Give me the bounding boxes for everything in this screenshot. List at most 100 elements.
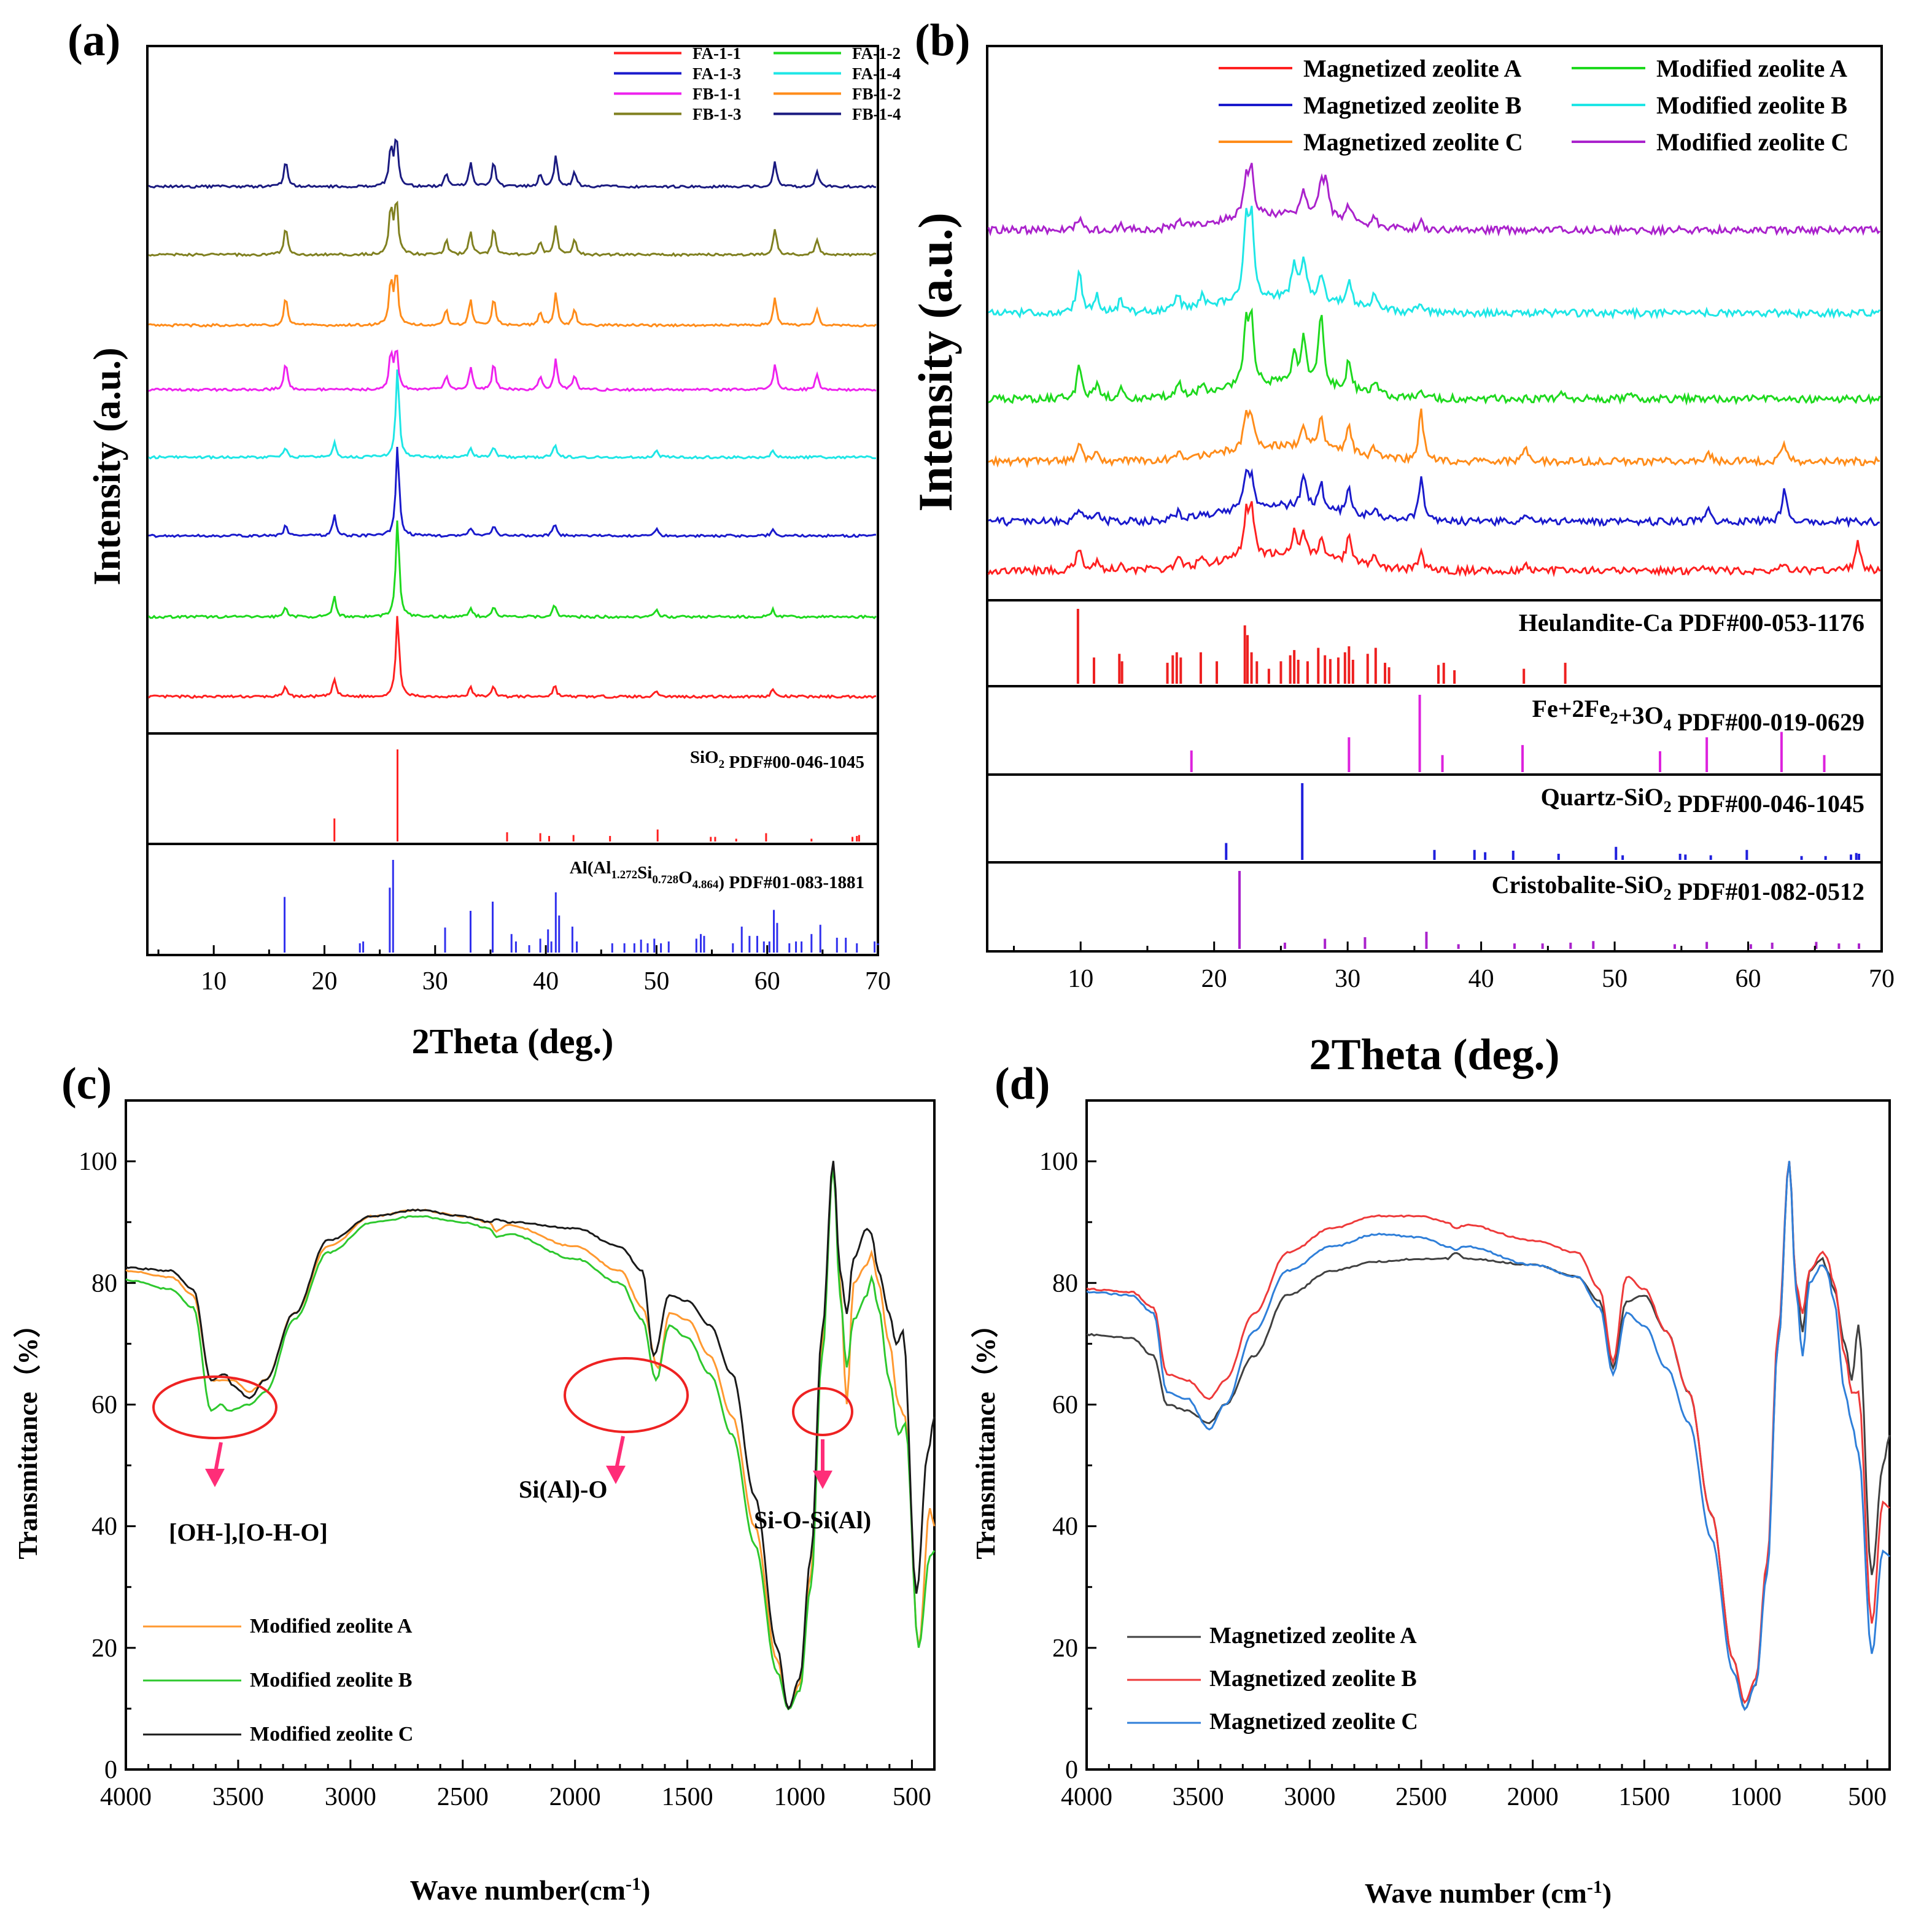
series-line-modified-zeolite-a <box>125 1167 936 1710</box>
legend-label: Magnetized zeolite B <box>1303 91 1521 119</box>
x-tick-label: 60 <box>1736 965 1761 993</box>
y-tick-label: 40 <box>1052 1513 1078 1541</box>
y-tick-label: 100 <box>79 1148 117 1176</box>
legend-label: Modified zeolite A <box>250 1615 413 1638</box>
annotation-arrowhead <box>205 1469 225 1487</box>
series-line-magnetized-zeolite-b <box>1086 1161 1890 1704</box>
series-line-modified-zeolite-c <box>987 163 1881 237</box>
series-line-fa-1-2 <box>147 520 877 619</box>
y-axis-title: Intensity (a.u.) <box>87 347 128 586</box>
legend-label: FA-1-3 <box>692 64 741 83</box>
series-line-fb-1-2 <box>148 274 877 328</box>
reference-frame <box>146 843 879 956</box>
x-tick-label: 1000 <box>774 1783 826 1811</box>
legend-label: FA-1-4 <box>852 64 901 83</box>
highlight-ellipse <box>564 1357 689 1433</box>
x-tick-label: 40 <box>1468 965 1494 993</box>
x-tick-label: 60 <box>755 967 780 996</box>
series-line-fb-1-3 <box>148 200 877 258</box>
highlight-ellipse <box>152 1375 277 1439</box>
series-line-modified-zeolite-b <box>125 1167 936 1711</box>
x-tick-label: 500 <box>1848 1783 1887 1811</box>
legend-label: Modified zeolite C <box>250 1723 413 1746</box>
reference-frame <box>146 732 879 845</box>
panel-label: (c) <box>61 1059 112 1109</box>
reference-label: Cristobalite-SiO2 PDF#01-082-0512 <box>1492 871 1864 905</box>
series-line-fa-1-4 <box>148 369 876 460</box>
series-line-magnetized-zeolite-a <box>1086 1161 1891 1711</box>
legend-label: Modified zeolite A <box>1656 55 1847 82</box>
legend-label: FB-1-4 <box>852 105 901 123</box>
y-tick-label: 80 <box>91 1269 117 1298</box>
legend-label: FA-1-2 <box>852 44 901 63</box>
y-tick-label: 0 <box>1065 1756 1078 1784</box>
legend-label: FB-1-2 <box>852 85 901 103</box>
series-line-fa-1-3 <box>148 447 877 538</box>
annotation-label: Si-O-Si(Al) <box>754 1506 871 1534</box>
x-tick-label: 3500 <box>212 1783 264 1811</box>
y-tick-label: 60 <box>1052 1391 1078 1419</box>
annotation-label: Si(Al)-O <box>519 1475 607 1503</box>
reference-frame <box>986 773 1883 864</box>
x-tick-label: 4000 <box>100 1783 152 1811</box>
series-line-magnetized-zeolite-c <box>1086 1161 1891 1711</box>
x-tick-label: 4000 <box>1061 1783 1112 1811</box>
panel-0: FA-1-1 FA-1-2 FA-1-3 FA-1-4 FB-1-1 FB-1-2 FB-1… <box>68 15 901 1061</box>
x-tick-label: 70 <box>1869 965 1895 993</box>
x-tick-label: 2000 <box>549 1783 601 1811</box>
panel-label: (a) <box>68 15 120 66</box>
x-tick-label: 1500 <box>1618 1783 1670 1811</box>
x-tick-label: 50 <box>643 967 669 996</box>
x-axis-title: 2Theta (deg.) <box>412 1021 614 1061</box>
x-tick-label: 40 <box>533 967 559 996</box>
annotation-label: [OH-],[O-H-O] <box>169 1518 328 1546</box>
x-tick-label: 1500 <box>662 1783 713 1811</box>
x-tick-label: 10 <box>1068 965 1093 993</box>
x-tick-label: 3500 <box>1173 1783 1224 1811</box>
x-tick-label: 2500 <box>1395 1783 1447 1811</box>
y-tick-label: 60 <box>91 1391 117 1419</box>
series-line-modified-zeolite-c <box>125 1161 936 1711</box>
x-tick-label: 50 <box>1602 965 1627 993</box>
y-axis-title: Transmittance（%） <box>971 1311 1001 1560</box>
legend-label: Magnetized zeolite B <box>1209 1666 1417 1692</box>
series-line-magnetized-zeolite-a <box>987 501 1881 578</box>
legend-label: Modified zeolite B <box>250 1669 412 1692</box>
legend-label: Modified zeolite B <box>1656 91 1847 119</box>
legend-label: FB-1-3 <box>692 105 741 123</box>
legend-label: Modified zeolite C <box>1656 128 1849 156</box>
reference-label: Heulandite-Ca PDF#00-053-1176 <box>1519 609 1864 636</box>
panel-2: 4000 3500 3000 2500 2000 1500 1000 500 0 20 40 60 80… <box>13 1059 936 1906</box>
reference-label: SiO2 PDF#00-046-1045 <box>690 748 864 772</box>
series-line-fa-1-1 <box>147 616 877 700</box>
y-tick-label: 100 <box>1039 1148 1078 1176</box>
panel-3: 4000 3500 3000 2500 2000 1500 1000 500 0 20 40 60 80… <box>971 1059 1891 1909</box>
legend-label: FA-1-1 <box>692 44 741 63</box>
x-axis-title: 2Theta (deg.) <box>1309 1030 1560 1079</box>
x-tick-label: 2500 <box>437 1783 489 1811</box>
legend-label: Magnetized zeolite A <box>1303 55 1522 82</box>
x-axis-title: Wave number (cm-1) <box>1365 1877 1612 1909</box>
x-tick-label: 70 <box>865 967 891 996</box>
x-axis-title: Wave number(cm-1) <box>410 1874 651 1906</box>
series-line-magnetized-zeolite-c <box>988 408 1880 468</box>
annotation-arrowhead <box>606 1466 626 1484</box>
reference-label: Quartz-SiO2 PDF#00-046-1045 <box>1541 783 1864 818</box>
y-tick-label: 0 <box>104 1756 117 1784</box>
y-axis-title: Transmittance（%） <box>13 1311 43 1560</box>
panel-label: (d) <box>995 1059 1050 1109</box>
series-line-fb-1-4 <box>148 138 877 190</box>
legend-label: Magnetized zeolite A <box>1209 1623 1417 1649</box>
legend-label: Magnetized zeolite C <box>1303 128 1523 156</box>
x-tick-label: 2000 <box>1507 1783 1559 1811</box>
y-tick-label: 80 <box>1052 1269 1078 1298</box>
series-line-modified-zeolite-a <box>988 307 1881 406</box>
x-tick-label: 20 <box>311 967 337 996</box>
plot-frame <box>1085 1099 1891 1771</box>
x-tick-label: 500 <box>893 1783 931 1811</box>
panel-1: Magnetized zeolite A Modified zeolite A Ma… <box>909 15 1895 1079</box>
x-tick-label: 10 <box>201 967 227 996</box>
reference-label: Al(Al1.272Si0.728O4.864) PDF#01-083-1881 <box>570 858 864 892</box>
reference-label: Fe+2Fe2+3O4 PDF#00-019-0629 <box>1532 695 1864 736</box>
annotation-arrowhead <box>813 1471 832 1489</box>
